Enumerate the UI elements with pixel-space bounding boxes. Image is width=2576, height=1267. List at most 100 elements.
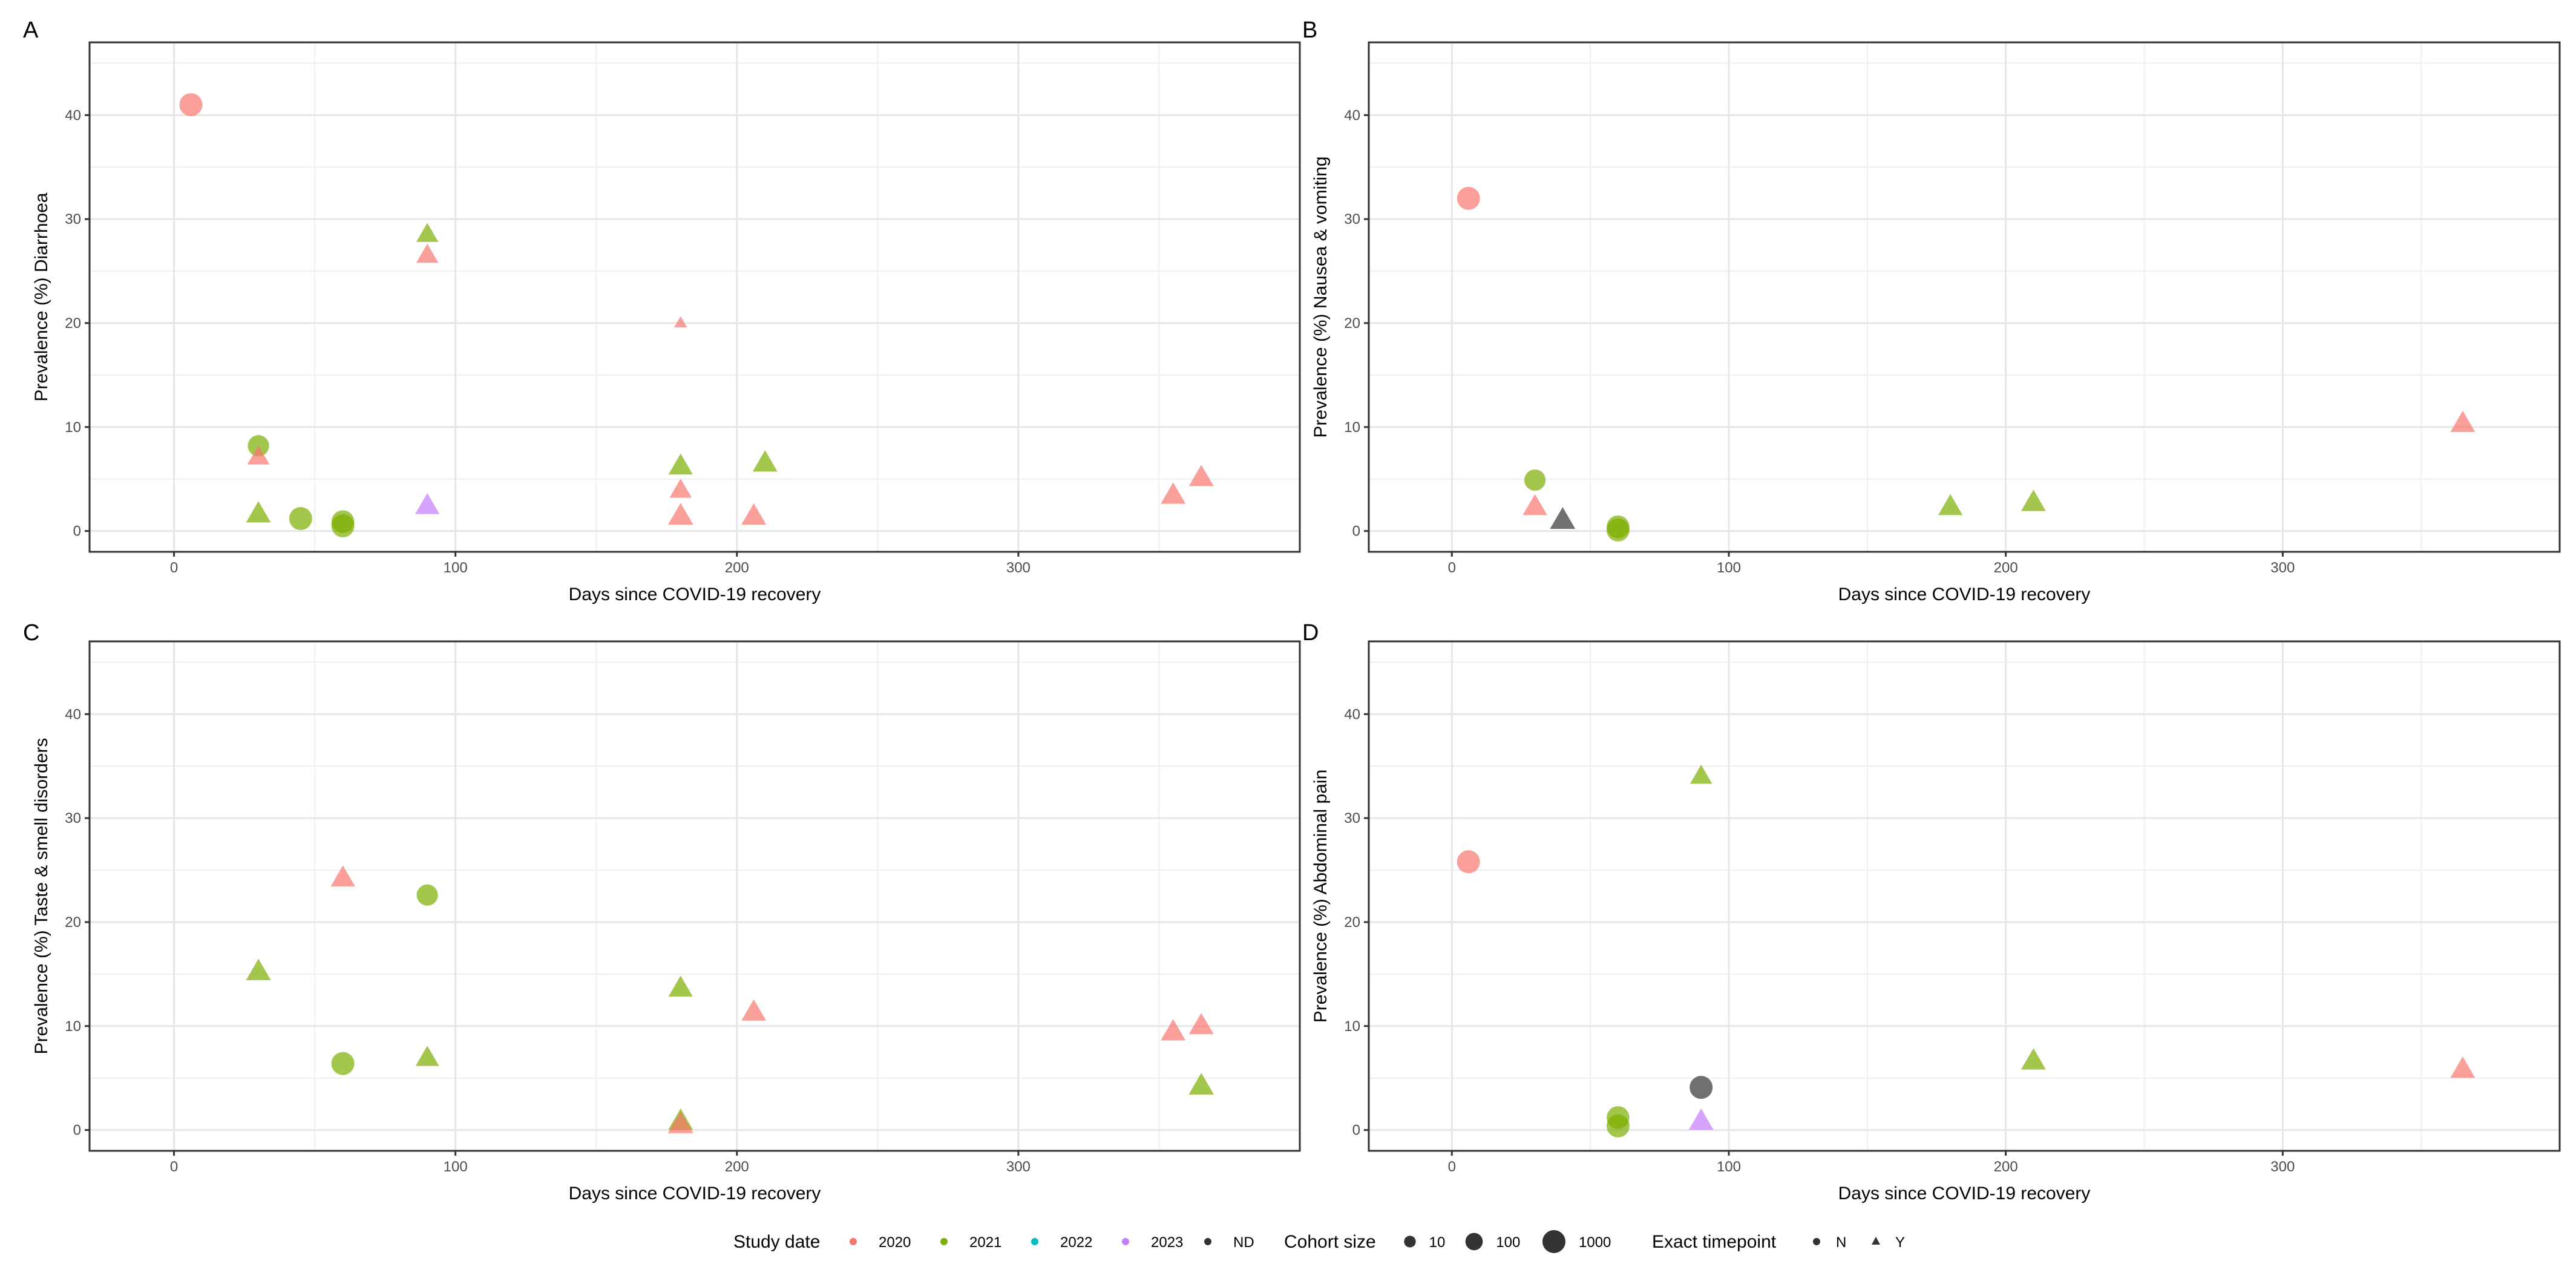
data-point	[415, 493, 440, 514]
panel-c: 0 100 200 300 0 10 20 30 40 Days since COVID-19 r…	[23, 620, 1301, 1203]
x-tick-label: 0	[170, 1159, 178, 1175]
data-point	[667, 1111, 693, 1133]
legend-key-study-date	[1122, 1238, 1129, 1245]
y-tick-label: 20	[1344, 315, 1360, 332]
legend-title-study-date: Study date	[733, 1232, 820, 1252]
y-tick-label: 10	[1344, 419, 1360, 436]
y-tick-label: 30	[1344, 810, 1360, 827]
data-point	[289, 507, 312, 531]
data-point	[668, 453, 693, 475]
panel-letter: A	[23, 18, 39, 43]
legend-label-cohort-size: 1000	[1579, 1234, 1611, 1251]
data-point	[247, 445, 270, 465]
panel-border	[88, 640, 1301, 1152]
legend-key-study-date	[940, 1238, 948, 1245]
y-tick-label: 10	[65, 1018, 81, 1035]
x-tick-label: 300	[1006, 1159, 1031, 1175]
data-point	[1188, 1012, 1214, 1035]
panel-background	[1369, 641, 2560, 1151]
data-point	[1689, 764, 1712, 784]
y-tick-label: 30	[65, 810, 81, 827]
x-tick-label: 200	[725, 560, 749, 576]
y-tick-label: 30	[1344, 211, 1360, 228]
panel-border	[88, 41, 1301, 553]
data-point	[1457, 850, 1480, 874]
legend-label-exact-timepoint: N	[1836, 1234, 1846, 1251]
x-tick-label: 100	[444, 1159, 468, 1175]
x-tick-label: 0	[170, 560, 178, 576]
y-tick-label: 10	[1344, 1018, 1360, 1035]
legend-label-study-date: 2023	[1151, 1234, 1183, 1251]
legend-label-exact-timepoint: Y	[1895, 1234, 1905, 1251]
y-tick-label: 0	[1352, 1122, 1360, 1139]
legend-key-cohort-size	[1542, 1230, 1565, 1253]
data-point	[1606, 1114, 1630, 1138]
data-point	[1188, 465, 1214, 486]
legend-title-cohort-size: Cohort size	[1284, 1232, 1376, 1252]
panel-border	[1368, 41, 2561, 553]
panel-a: 0 100 200 300 0 10 20 30 40 Days since COVID-19 r…	[23, 18, 1301, 604]
x-axis-title: Days since COVID-19 recovery	[1838, 584, 2091, 604]
legend-label-study-date: 2020	[879, 1234, 911, 1251]
x-tick-label: 300	[1006, 560, 1031, 576]
data-point	[1688, 1108, 1714, 1130]
data-point	[1524, 469, 1546, 491]
legend-label-cohort-size: 100	[1496, 1234, 1520, 1251]
y-tick-label: 30	[65, 211, 81, 228]
data-point	[416, 243, 439, 263]
y-tick-label: 10	[65, 419, 81, 436]
data-point	[1550, 507, 1576, 529]
data-point	[2020, 489, 2046, 511]
legend-key-study-date	[1031, 1238, 1038, 1245]
data-point	[1161, 1019, 1186, 1041]
x-axis-title: Days since COVID-19 recovery	[569, 1184, 821, 1203]
legend-label-study-date: ND	[1233, 1234, 1254, 1251]
x-axis-title: Days since COVID-19 recovery	[569, 584, 821, 604]
y-axis-title: Prevalence (%) Abdominal pain	[1311, 770, 1331, 1023]
y-tick-label: 20	[65, 914, 81, 931]
data-point	[416, 223, 439, 242]
y-axis-title: Prevalence (%) Diarrhoea	[31, 192, 51, 401]
data-point	[1161, 482, 1186, 504]
legend-key-study-date	[850, 1238, 857, 1245]
y-tick-label: 0	[73, 523, 81, 540]
legend-key-exact-timepoint	[1872, 1237, 1880, 1245]
legend-label-cohort-size: 10	[1429, 1234, 1446, 1251]
data-point	[415, 1046, 439, 1066]
x-tick-label: 200	[1994, 560, 2018, 576]
legend: Study date 2020 2021 2022 2023 ND Cohort size 1…	[733, 1230, 1905, 1253]
data-point	[1457, 186, 1480, 210]
data-point	[246, 501, 271, 523]
y-tick-label: 40	[1344, 706, 1360, 722]
data-point	[331, 514, 355, 538]
panel-background	[90, 42, 1300, 552]
x-tick-label: 200	[1994, 1159, 2018, 1175]
data-point	[1938, 494, 1963, 516]
data-point	[1689, 1076, 1713, 1099]
x-tick-label: 100	[1717, 560, 1741, 576]
data-point	[1522, 494, 1547, 516]
legend-key-cohort-size	[1404, 1236, 1416, 1248]
y-tick-label: 20	[65, 315, 81, 332]
legend-title-exact-timepoint: Exact timepoint	[1652, 1232, 1777, 1252]
legend-label-study-date: 2022	[1060, 1234, 1092, 1251]
panel-letter: C	[23, 620, 39, 646]
legend-label-study-date: 2021	[969, 1234, 1001, 1251]
panel-letter: D	[1302, 620, 1319, 646]
data-point	[416, 884, 438, 906]
data-point	[667, 503, 693, 525]
data-point	[1188, 1073, 1214, 1095]
data-point	[246, 958, 271, 980]
panel-d: 0 100 200 300 0 10 20 30 40 Days since COVID-19 r…	[1302, 620, 2561, 1203]
legend-key-study-date	[1204, 1238, 1211, 1245]
x-tick-label: 100	[1717, 1159, 1741, 1175]
y-tick-label: 40	[65, 706, 81, 722]
y-tick-label: 20	[1344, 914, 1360, 931]
panel-background	[1369, 42, 2560, 552]
y-tick-label: 40	[65, 107, 81, 123]
x-axis-title: Days since COVID-19 recovery	[1838, 1184, 2091, 1203]
legend-key-exact-timepoint	[1813, 1238, 1820, 1245]
x-tick-label: 0	[1448, 560, 1456, 576]
